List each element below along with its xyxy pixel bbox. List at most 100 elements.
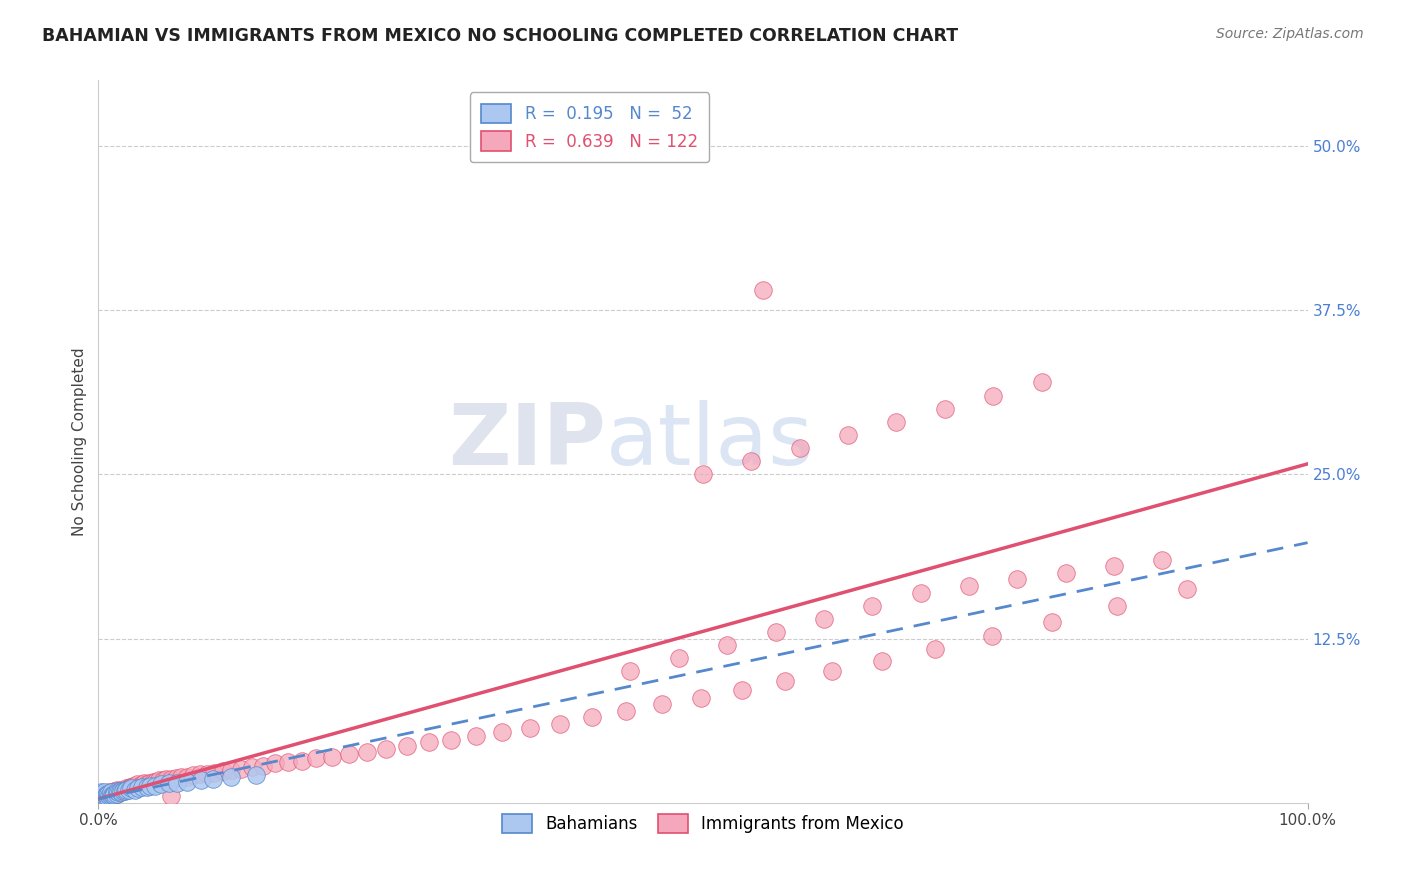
Point bbox=[97, 787, 120, 801]
Point bbox=[100, 785, 122, 799]
Point bbox=[924, 642, 946, 657]
Text: ZIP: ZIP bbox=[449, 400, 606, 483]
Point bbox=[886, 415, 908, 429]
Point bbox=[122, 779, 145, 793]
Point bbox=[519, 721, 541, 735]
Point bbox=[93, 792, 115, 806]
Point bbox=[581, 710, 603, 724]
Point bbox=[150, 777, 173, 791]
Text: Source: ZipAtlas.com: Source: ZipAtlas.com bbox=[1216, 27, 1364, 41]
Point bbox=[94, 788, 117, 802]
Point bbox=[112, 782, 135, 797]
Point bbox=[138, 776, 160, 790]
Point bbox=[910, 585, 932, 599]
Point bbox=[103, 787, 125, 801]
Point bbox=[870, 654, 893, 668]
Point bbox=[98, 789, 121, 804]
Point bbox=[356, 745, 378, 759]
Point bbox=[114, 784, 136, 798]
Point bbox=[157, 776, 180, 790]
Point bbox=[101, 789, 124, 804]
Point bbox=[97, 785, 120, 799]
Point bbox=[651, 698, 673, 712]
Point bbox=[110, 785, 132, 799]
Point bbox=[90, 790, 112, 805]
Point bbox=[91, 792, 114, 806]
Point bbox=[103, 788, 125, 802]
Point bbox=[148, 773, 170, 788]
Point bbox=[765, 625, 787, 640]
Point bbox=[1102, 559, 1125, 574]
Point bbox=[190, 773, 212, 788]
Point bbox=[143, 774, 166, 789]
Point bbox=[221, 763, 243, 777]
Point bbox=[89, 793, 111, 807]
Point bbox=[135, 780, 157, 794]
Point bbox=[101, 785, 124, 799]
Point bbox=[981, 629, 1004, 643]
Point bbox=[97, 788, 120, 802]
Point bbox=[90, 795, 112, 809]
Point bbox=[97, 790, 120, 805]
Point bbox=[821, 665, 844, 679]
Point bbox=[290, 754, 312, 768]
Point bbox=[375, 742, 398, 756]
Point bbox=[1152, 553, 1174, 567]
Point bbox=[118, 780, 141, 794]
Point bbox=[1105, 599, 1128, 613]
Point bbox=[837, 428, 859, 442]
Point bbox=[773, 673, 796, 688]
Point bbox=[93, 787, 115, 801]
Point bbox=[1007, 573, 1029, 587]
Point bbox=[90, 792, 112, 806]
Point bbox=[100, 789, 122, 804]
Y-axis label: No Schooling Completed: No Schooling Completed bbox=[72, 347, 87, 536]
Point bbox=[1175, 582, 1198, 596]
Point bbox=[98, 790, 121, 805]
Point bbox=[118, 781, 141, 796]
Point bbox=[689, 690, 711, 705]
Point bbox=[93, 792, 115, 806]
Point bbox=[160, 772, 183, 786]
Point bbox=[110, 782, 132, 797]
Point bbox=[169, 770, 191, 784]
Point bbox=[104, 787, 127, 801]
Point bbox=[91, 789, 114, 804]
Point bbox=[668, 651, 690, 665]
Point bbox=[245, 768, 267, 782]
Point bbox=[100, 789, 122, 804]
Point bbox=[176, 774, 198, 789]
Point bbox=[957, 579, 980, 593]
Point bbox=[131, 777, 153, 791]
Point bbox=[229, 762, 252, 776]
Point bbox=[740, 454, 762, 468]
Point bbox=[93, 785, 115, 799]
Point bbox=[93, 789, 115, 804]
Point bbox=[90, 789, 112, 804]
Point bbox=[752, 284, 775, 298]
Point bbox=[91, 792, 114, 806]
Point bbox=[789, 441, 811, 455]
Point bbox=[134, 776, 156, 790]
Point bbox=[115, 782, 138, 797]
Point bbox=[100, 787, 122, 801]
Point bbox=[118, 782, 141, 797]
Point bbox=[731, 682, 754, 697]
Point bbox=[418, 735, 440, 749]
Point bbox=[139, 779, 162, 793]
Point bbox=[91, 790, 114, 805]
Point bbox=[90, 785, 112, 799]
Point bbox=[264, 756, 287, 771]
Point bbox=[91, 788, 114, 802]
Point bbox=[120, 780, 142, 794]
Point bbox=[90, 795, 112, 809]
Point bbox=[91, 790, 114, 805]
Point bbox=[981, 388, 1004, 402]
Point bbox=[93, 789, 115, 804]
Point bbox=[100, 788, 122, 802]
Point bbox=[105, 787, 128, 801]
Point bbox=[491, 724, 513, 739]
Point bbox=[614, 704, 637, 718]
Point bbox=[934, 401, 956, 416]
Point bbox=[128, 779, 150, 793]
